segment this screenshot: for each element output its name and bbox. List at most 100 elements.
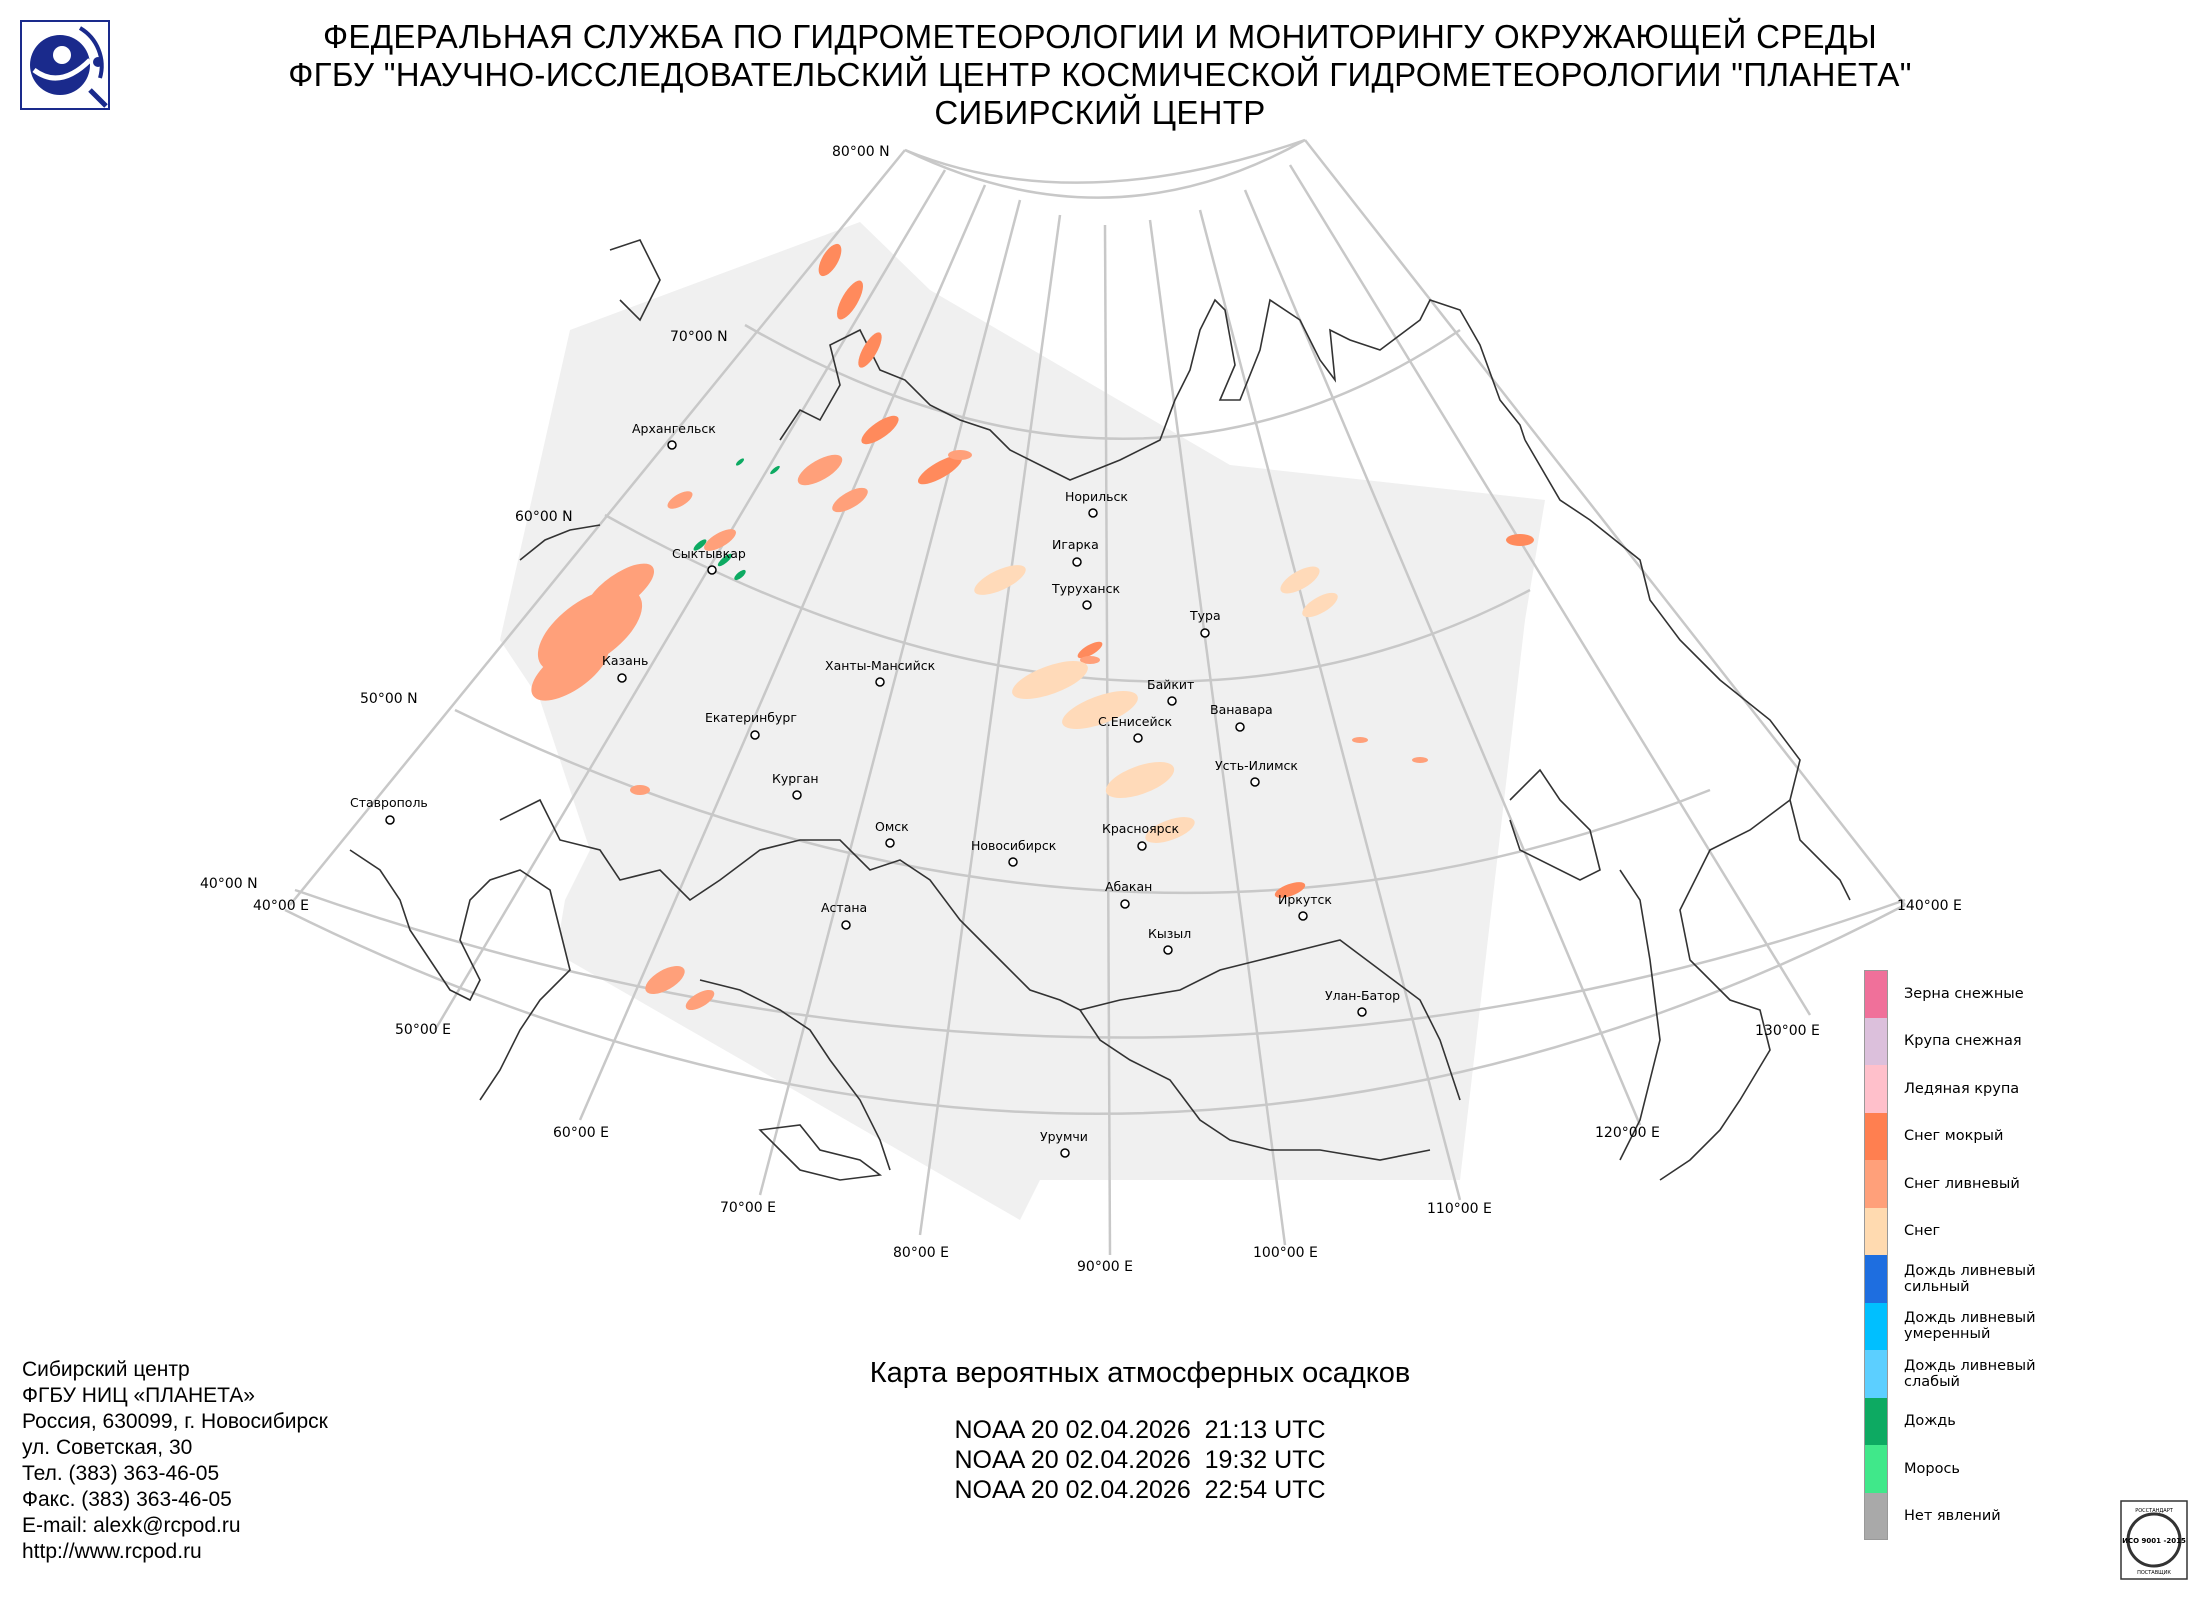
map-title: Карта вероятных атмосферных осадков: [869, 1357, 1411, 1389]
contact-line: Сибирский центр: [22, 1358, 190, 1381]
lat-label-40: 40°00 N: [200, 876, 258, 892]
legend-item: Зерна снежные: [1864, 970, 2184, 1018]
city-marker-icon: [1298, 911, 1308, 921]
legend-swatch: [1864, 1065, 1888, 1113]
legend-item: Снег мокрый: [1864, 1112, 2184, 1160]
pass-line: NOAA 20 02.04.2026 19:32 UTC: [954, 1446, 1326, 1474]
legend-item: Дождь ливневый слабый: [1864, 1350, 2184, 1398]
city-marker-icon: [875, 677, 885, 687]
legend-swatch: [1864, 1112, 1888, 1160]
lon-label-110: 110°00 E: [1427, 1201, 1492, 1217]
city-label: Курган: [772, 771, 819, 786]
legend-item: Крупа снежная: [1864, 1017, 2184, 1065]
iso-bottom-text: ПОСТАВЩИК: [2137, 1570, 2171, 1576]
legend-label: Дождь ливневый слабый: [1904, 1357, 2036, 1390]
header-line-3: СИБИРСКИЙ ЦЕНТР: [934, 94, 1266, 131]
legend-label: Дождь: [1904, 1413, 1956, 1430]
legend-swatch: [1864, 1255, 1888, 1303]
legend-item: Ледяная крупа: [1864, 1065, 2184, 1113]
legend-item: Дождь: [1864, 1397, 2184, 1445]
contact-info: Сибирский центр ФГБУ НИЦ «ПЛАНЕТА» Росси…: [22, 1357, 328, 1565]
contact-line: ФГБУ НИЦ «ПЛАНЕТА»: [22, 1384, 255, 1407]
city-label: Тура: [1189, 608, 1221, 623]
legend-swatch: [1864, 1017, 1888, 1065]
legend-item: Снег ливневый: [1864, 1160, 2184, 1208]
city-label: Байкит: [1147, 677, 1194, 692]
lat-label-80: 80°00 N: [832, 144, 890, 160]
legend-item: Дождь ливневый сильный: [1864, 1255, 2184, 1303]
parallel-50: [454, 708, 1711, 895]
satellite-passes: NOAA 20 02.04.2026 21:13 UTC NOAA 20 02.…: [700, 1415, 1580, 1505]
city-marker-icon: [1235, 722, 1245, 732]
legend-label: Нет явлений: [1904, 1508, 2001, 1525]
city-label: Екатеринбург: [705, 710, 797, 725]
lat-label-60: 60°00 N: [515, 509, 573, 525]
city-label: Иркутск: [1278, 892, 1332, 907]
header-line-2: ФГБУ "НАУЧНО-ИССЛЕДОВАТЕЛЬСКИЙ ЦЕНТР КОС…: [288, 56, 1912, 93]
contact-line: Факс. (383) 363-46-05: [22, 1488, 232, 1511]
city-marker-icon: [1137, 841, 1147, 851]
city-label: Архангельск: [632, 421, 716, 436]
city-label: Кызыл: [1148, 926, 1191, 941]
city-label: Ванавара: [1210, 702, 1273, 717]
city-label: Омск: [875, 819, 909, 834]
city-marker-icon: [1120, 899, 1130, 909]
city-marker-icon: [1133, 733, 1143, 743]
legend-label: Ледяная крупа: [1904, 1080, 2020, 1097]
header-line-1: ФЕДЕРАЛЬНАЯ СЛУЖБА ПО ГИДРОМЕТЕОРОЛОГИИ …: [323, 18, 1877, 55]
legend-label: Зерна снежные: [1904, 985, 2024, 1002]
city-marker-icon: [885, 838, 895, 848]
lon-label-60: 60°00 E: [553, 1125, 609, 1141]
precip-wet-snow: [818, 243, 1534, 898]
legend-swatch: [1864, 970, 1888, 1018]
city-marker-icon: [750, 730, 760, 740]
legend-item: Снег: [1864, 1207, 2184, 1255]
city-marker-icon: [1072, 557, 1082, 567]
legend-label: Снег: [1904, 1223, 1941, 1240]
legend-swatch: [1864, 1397, 1888, 1445]
city-marker-icon: [385, 815, 395, 825]
city-marker-icon: [1060, 1148, 1070, 1158]
lon-label-140: 140°00 E: [1897, 898, 1962, 914]
lon-label-50: 50°00 E: [395, 1022, 451, 1038]
city-label: Астана: [821, 900, 867, 915]
legend-item: Дождь ливневый умеренный: [1864, 1302, 2184, 1350]
parallel-80: [904, 138, 1306, 184]
legend-swatch: [1864, 1445, 1888, 1493]
precip-shower-snow: [531, 450, 1428, 1011]
legend-label: Дождь ливневый умеренный: [1904, 1310, 2036, 1343]
city-marker-icon: [841, 920, 851, 930]
lon-label-80: 80°00 E: [893, 1245, 949, 1261]
lon-label-120: 120°00 E: [1595, 1125, 1660, 1141]
city-label: Сыктывкар: [672, 546, 746, 561]
city-marker-icon: [1088, 508, 1098, 518]
lon-label-100: 100°00 E: [1253, 1245, 1318, 1261]
city-marker-icon: [1008, 857, 1018, 867]
lat-label-70: 70°00 N: [670, 329, 728, 345]
city-label: Туруханск: [1051, 581, 1120, 596]
coverage-swath: [500, 222, 1545, 1220]
legend-swatch: [1864, 1160, 1888, 1208]
pass-line: NOAA 20 02.04.2026 21:13 UTC: [954, 1416, 1326, 1444]
pass-line: NOAA 20 02.04.2026 22:54 UTC: [954, 1476, 1326, 1504]
city-label: Усть-Илимск: [1215, 758, 1298, 773]
contact-line: Тел. (383) 363-46-05: [22, 1462, 220, 1485]
legend-item: Нет явлений: [1864, 1492, 2184, 1540]
graticule: [284, 138, 1906, 1256]
legend-label: Дождь ливневый сильный: [1904, 1262, 2036, 1295]
iso-top-text: РОССТАНДАРТ: [2135, 1508, 2174, 1514]
city-marker-icon: [792, 790, 802, 800]
legend-item: Морось: [1864, 1445, 2184, 1493]
city-marker-icon: [617, 673, 627, 683]
coastlines-and-borders: [349, 239, 1851, 1181]
map-inner-arc: [904, 138, 1306, 199]
city-label: Ханты-Мансийск: [825, 658, 936, 673]
legend-label: Крупа снежная: [1904, 1033, 2022, 1050]
page-header: ФЕДЕРАЛЬНАЯ СЛУЖБА ПО ГИДРОМЕТЕОРОЛОГИИ …: [0, 18, 2200, 132]
precip-snow: [974, 565, 1338, 843]
contact-website: http://www.rcpod.ru: [22, 1540, 202, 1563]
city-label: Ставрополь: [350, 795, 428, 810]
lon-label-40: 40°00 E: [253, 898, 309, 914]
legend: Зерна снежные Крупа снежная Ледяная крупа С…: [1864, 970, 2184, 1540]
